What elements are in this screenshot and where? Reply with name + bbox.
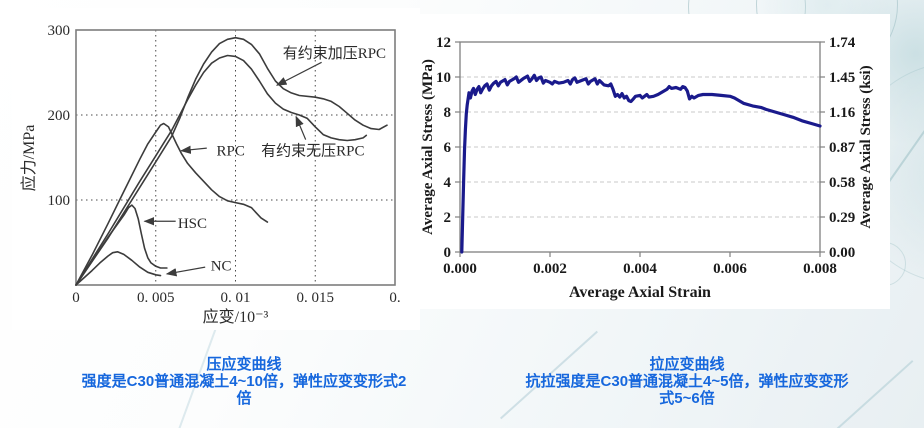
annotation-label: 有约束无压RPC [261, 143, 364, 160]
plot-box [75, 29, 396, 286]
annotation-label: NC [211, 258, 232, 274]
y-tick-label-ksi: 0.00 [829, 245, 855, 261]
tension-caption-title: 拉应变曲线 [649, 356, 725, 373]
tension-stress-strain-chart: 0 2 4 6 8 10 12 0.00 0.29 0.58 0.87 1.16 1.45 1.74 0.0… [420, 35, 874, 301]
y-tick-label-mpa: 8 [444, 105, 452, 121]
annotation-arrow [165, 266, 206, 277]
tension-caption-line2: 抗拉强度是C30普通混凝土4~5倍，弹性应变变形 [525, 373, 849, 390]
annotation-arrow [275, 61, 322, 86]
compression-figure: 100 200 300 0 0. 005 0. 01 0. 015 0. 应力/MPa 应变/10… [12, 8, 420, 330]
y-tick-label-ksi: 1.16 [829, 105, 856, 121]
x-axis-title: Average Axial Strain [569, 284, 711, 301]
compression-caption-title: 压应变曲线 [206, 356, 282, 373]
x-tick-label: 0. [389, 290, 400, 306]
y-tick-label-mpa: 0 [444, 245, 452, 261]
y-tick-label-ksi: 0.29 [829, 210, 855, 226]
curve-NC [75, 251, 162, 286]
x-tick-label: 0. 01 [221, 290, 251, 306]
y-tick-label: 300 [48, 23, 71, 39]
x-tick-label: 0.004 [623, 261, 657, 277]
annotation-label: 有约束加压RPC [283, 45, 386, 62]
x-axis-title: 应变/10⁻³ [203, 307, 269, 326]
y-tick-label-ksi: 0.87 [829, 140, 856, 156]
compression-caption-line3: 倍 [236, 390, 252, 407]
compression-stress-strain-chart: 100 200 300 0 0. 005 0. 01 0. 015 0. 应力/MPa 应变/10… [19, 23, 401, 326]
y-tick-label-mpa: 2 [444, 210, 452, 226]
y-tick-label-ksi: 0.58 [829, 175, 855, 191]
y-tick-label-ksi: 1.45 [829, 70, 855, 86]
y-tick-label: 200 [48, 108, 71, 124]
x-tick-label: 0. 005 [137, 290, 175, 306]
y-axis-title: 应力/MPa [19, 125, 38, 192]
compression-caption-line2: 强度是C30普通混凝土4~10倍，弹性应变变形式2 [81, 373, 407, 390]
y-tick-label: 100 [48, 193, 71, 209]
annotation-arrow [180, 145, 207, 154]
y-tick-label-mpa: 4 [444, 175, 452, 191]
curve-有约束无压RPC [75, 54, 368, 286]
y-axis-title-mpa: Average Axial Stress (MPa) [420, 59, 436, 235]
x-tick-label: 0.000 [443, 261, 477, 277]
y-tick-label-mpa: 10 [436, 70, 451, 86]
compression-caption: 压应变曲线 强度是C30普通混凝土4~10倍，弹性应变变形式2 倍 [38, 356, 450, 407]
tension-figure: 0 2 4 6 8 10 12 0.00 0.29 0.58 0.87 1.16 1.45 1.74 0.0… [418, 14, 890, 309]
x-tick-label: 0.008 [803, 261, 837, 277]
tension-caption-line3: 式5~6倍 [659, 390, 715, 407]
annotation-arrow [295, 115, 307, 140]
tension-caption: 拉应变曲线 抗拉强度是C30普通混凝土4~5倍，弹性应变变形 式5~6倍 [478, 356, 896, 407]
x-tick-label: 0.006 [713, 261, 747, 277]
y-tick-label-mpa: 6 [444, 140, 452, 156]
curve-有约束加压RPC [75, 36, 388, 286]
annotation-label: HSC [178, 216, 207, 232]
annotation-label: RPC [217, 144, 245, 160]
plot-box [459, 41, 821, 253]
curve-tension [460, 73, 822, 254]
y-axis-title-ksi: Average Axial Stress (ksi) [858, 65, 874, 228]
x-tick-label: 0 [72, 290, 80, 306]
y-tick-label-mpa: 12 [436, 35, 451, 51]
y-tick-label-ksi: 1.74 [829, 35, 856, 51]
x-tick-label: 0. 015 [297, 290, 335, 306]
x-tick-label: 0.002 [533, 261, 567, 277]
curve-HSC [75, 204, 168, 286]
